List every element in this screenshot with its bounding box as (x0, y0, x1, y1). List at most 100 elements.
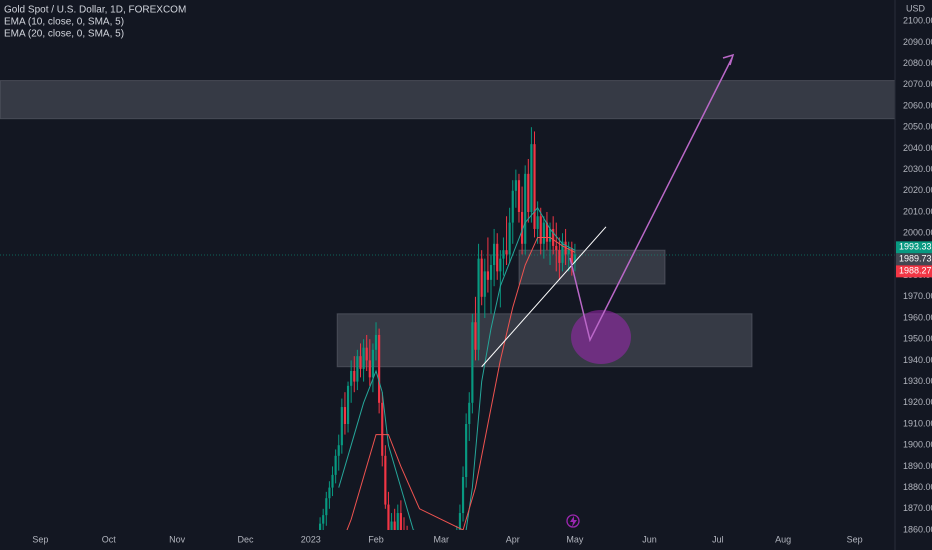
price-label-box (896, 241, 932, 254)
candle-body (350, 371, 353, 386)
y-tick-label: 1940.00 (903, 355, 932, 365)
candle-body (353, 371, 356, 382)
candle-body (468, 402, 471, 424)
candle-body (359, 356, 362, 369)
candle-body (493, 243, 496, 265)
candle-body (465, 424, 468, 477)
candle-body (496, 243, 499, 272)
candle-body (387, 504, 390, 530)
zone (518, 249, 666, 285)
candle-body (461, 477, 465, 514)
price-label: 1993.33 (899, 242, 932, 252)
arrow-head (722, 53, 735, 66)
candle-body (384, 455, 387, 505)
candle-body (393, 521, 396, 530)
y-tick-label: 1970.00 (903, 291, 932, 301)
price-label: 1989.73 (899, 254, 932, 264)
y-tick-label: 2040.00 (903, 143, 932, 153)
candle-body (539, 216, 542, 244)
y-tick-label: 2060.00 (903, 100, 932, 110)
x-tick-label: Sep (32, 534, 48, 544)
candle-body (477, 258, 480, 350)
event-icon[interactable] (566, 514, 580, 528)
x-tick-label: Sep (847, 534, 863, 544)
candle-body (371, 349, 375, 378)
candle-body (343, 407, 347, 424)
candle-body (552, 228, 555, 246)
x-tick-label: Dec (237, 534, 254, 544)
y-tick-label: 1920.00 (903, 397, 932, 407)
y-tick-label: 1950.00 (903, 334, 932, 344)
ema-line (346, 236, 576, 530)
candle-body (396, 513, 399, 530)
event-bolt (570, 516, 577, 527)
candle-body (573, 254, 577, 263)
candle-body (483, 271, 486, 297)
candle-body (368, 360, 371, 378)
legend-entry: EMA (10, close, 0, SMA, 5) (4, 17, 124, 28)
candle-body (334, 455, 337, 475)
y-tick-label: 1910.00 (903, 418, 932, 428)
candle-body (322, 515, 325, 524)
candle-body (570, 248, 573, 263)
axes: 1860.00 1870.00 1880.00 1890.00 1900.00 1910.… (32, 16, 932, 544)
candle-body (555, 245, 558, 251)
x-tick-label: Jun (642, 534, 657, 544)
ema-line (338, 206, 576, 530)
candle-body (328, 487, 331, 499)
x-tick-label: Nov (169, 534, 186, 544)
x-tick-label: 2023 (301, 534, 321, 544)
y-tick-label: 1870.00 (903, 503, 932, 513)
x-tick-label: Mar (434, 534, 450, 544)
x-tick-label: Apr (506, 534, 520, 544)
y-tick-label: 1900.00 (903, 440, 932, 450)
candle-body (337, 445, 340, 456)
price-label-box (896, 253, 932, 266)
y-tick-label: 1860.00 (903, 524, 932, 534)
candle-body (365, 347, 368, 361)
candle-body (399, 513, 402, 530)
candle-body (542, 222, 545, 244)
price-label: 1988.27 (899, 266, 932, 276)
candle-body (545, 222, 549, 242)
candle-body (474, 322, 477, 350)
x-tick-label: May (566, 534, 584, 544)
candle-body (502, 250, 505, 259)
candle-body (378, 334, 381, 403)
candle-body (362, 347, 365, 369)
candle-body (520, 212, 524, 244)
candle-body (331, 474, 334, 488)
drawings (566, 53, 735, 528)
candle-body (390, 521, 393, 530)
legend-entry: EMA (20, close, 0, SMA, 5) (4, 29, 124, 40)
candle-body (533, 144, 536, 229)
candle-body (471, 322, 474, 403)
price-label-box (896, 265, 932, 278)
candle-body (356, 356, 359, 382)
y-tick-label: 2070.00 (903, 79, 932, 89)
candle-body (517, 180, 521, 212)
candle-body (480, 258, 483, 297)
y-tick-label: 2090.00 (903, 37, 932, 47)
zone (336, 313, 753, 368)
y-tick-label: 1880.00 (903, 482, 932, 492)
candle-body (561, 241, 564, 263)
y-tick-label: 2080.00 (903, 58, 932, 68)
y-tick-label: 1930.00 (903, 376, 932, 386)
trendline (481, 226, 607, 368)
y-tick-label: 1960.00 (903, 312, 932, 322)
candle-body (524, 173, 527, 244)
y-tick-label: 1890.00 (903, 461, 932, 471)
candle-body (567, 248, 570, 255)
currency-label: USD (906, 3, 926, 13)
x-tick-label: Feb (368, 534, 384, 544)
zone (0, 80, 895, 120)
candle-body (536, 216, 539, 229)
candle-body (381, 402, 384, 456)
y-tick-label: 2000.00 (903, 228, 932, 238)
candle-body (340, 407, 343, 446)
candle-body (458, 513, 462, 530)
candle-body (499, 258, 502, 272)
legend-title: Gold Spot / U.S. Dollar, 1D, FOREXCOM (4, 5, 186, 16)
